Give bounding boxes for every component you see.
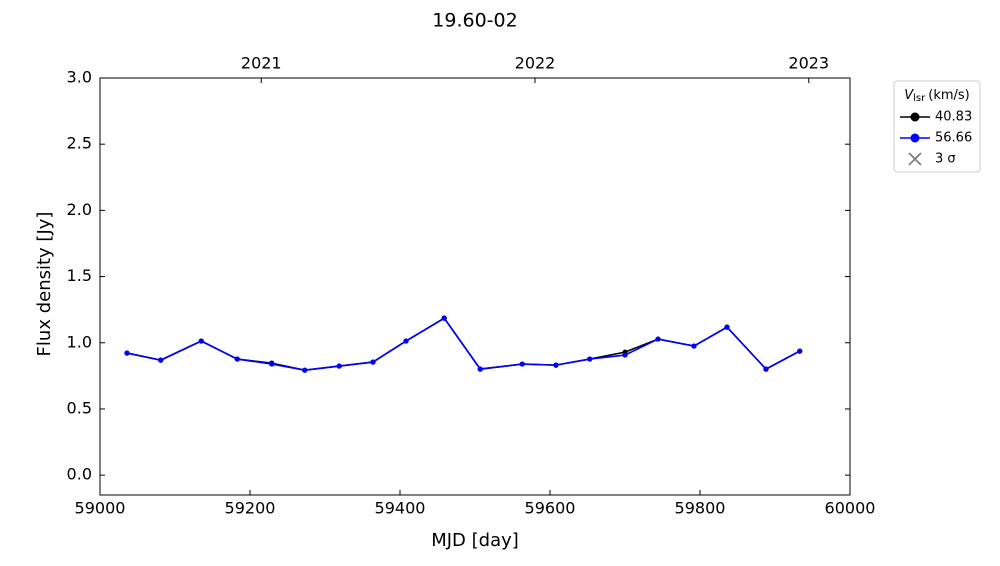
legend-label: 56.66 xyxy=(935,131,972,146)
legend-title-subscript: lsr xyxy=(913,93,926,104)
point xyxy=(655,336,661,342)
y-tick-label: 0.5 xyxy=(67,398,92,417)
point xyxy=(724,324,730,330)
x-tick-label: 60000 xyxy=(825,499,876,518)
point xyxy=(477,366,483,372)
point xyxy=(234,356,240,362)
legend-label: 3 σ xyxy=(935,152,956,167)
x-tick-label: 59800 xyxy=(675,499,726,518)
legend-title: Vlsr (km/s) xyxy=(904,88,970,105)
point xyxy=(587,356,593,362)
legend-marker xyxy=(910,133,920,143)
point xyxy=(336,363,342,369)
point xyxy=(553,362,559,368)
point xyxy=(519,361,525,367)
x-tick-label: 59600 xyxy=(525,499,576,518)
top-x-tick-label: 2021 xyxy=(241,54,282,73)
point xyxy=(269,361,275,367)
x-tick-label: 59000 xyxy=(75,499,126,518)
point xyxy=(797,348,803,354)
y-tick-label: 1.5 xyxy=(67,266,92,285)
point xyxy=(691,343,697,349)
point xyxy=(370,359,376,365)
legend-label: 40.83 xyxy=(935,110,972,125)
x-tick-label: 59200 xyxy=(225,499,276,518)
point xyxy=(198,338,204,344)
point xyxy=(158,357,164,363)
y-axis-label: Flux density [Jy] xyxy=(34,212,55,357)
point xyxy=(124,350,130,356)
y-tick-label: 2.0 xyxy=(67,200,92,219)
x-axis-label: MJD [day] xyxy=(431,530,519,551)
legend-box xyxy=(893,80,981,173)
legend-title-symbol: V xyxy=(904,88,914,103)
y-tick-label: 3.0 xyxy=(67,68,92,87)
plot-frame xyxy=(99,77,851,496)
y-tick-label: 1.0 xyxy=(67,332,92,351)
y-tick-label: 2.5 xyxy=(67,134,92,153)
legend-marker xyxy=(910,112,920,122)
point xyxy=(403,338,409,344)
point xyxy=(622,352,628,358)
y-tick-label: 0.0 xyxy=(67,465,92,484)
point xyxy=(763,366,769,372)
chart-title: 19.60-02 xyxy=(432,10,517,32)
legend-title-unit: (km/s) xyxy=(928,88,970,103)
series-line xyxy=(126,317,801,371)
legend-sigma-marker xyxy=(908,152,922,166)
point xyxy=(441,315,447,321)
point xyxy=(302,367,308,373)
x-tick-label: 59400 xyxy=(375,499,426,518)
top-x-tick-label: 2023 xyxy=(788,54,829,73)
legend: Vlsr (km/s) xyxy=(893,80,981,173)
top-x-tick-label: 2022 xyxy=(515,54,556,73)
